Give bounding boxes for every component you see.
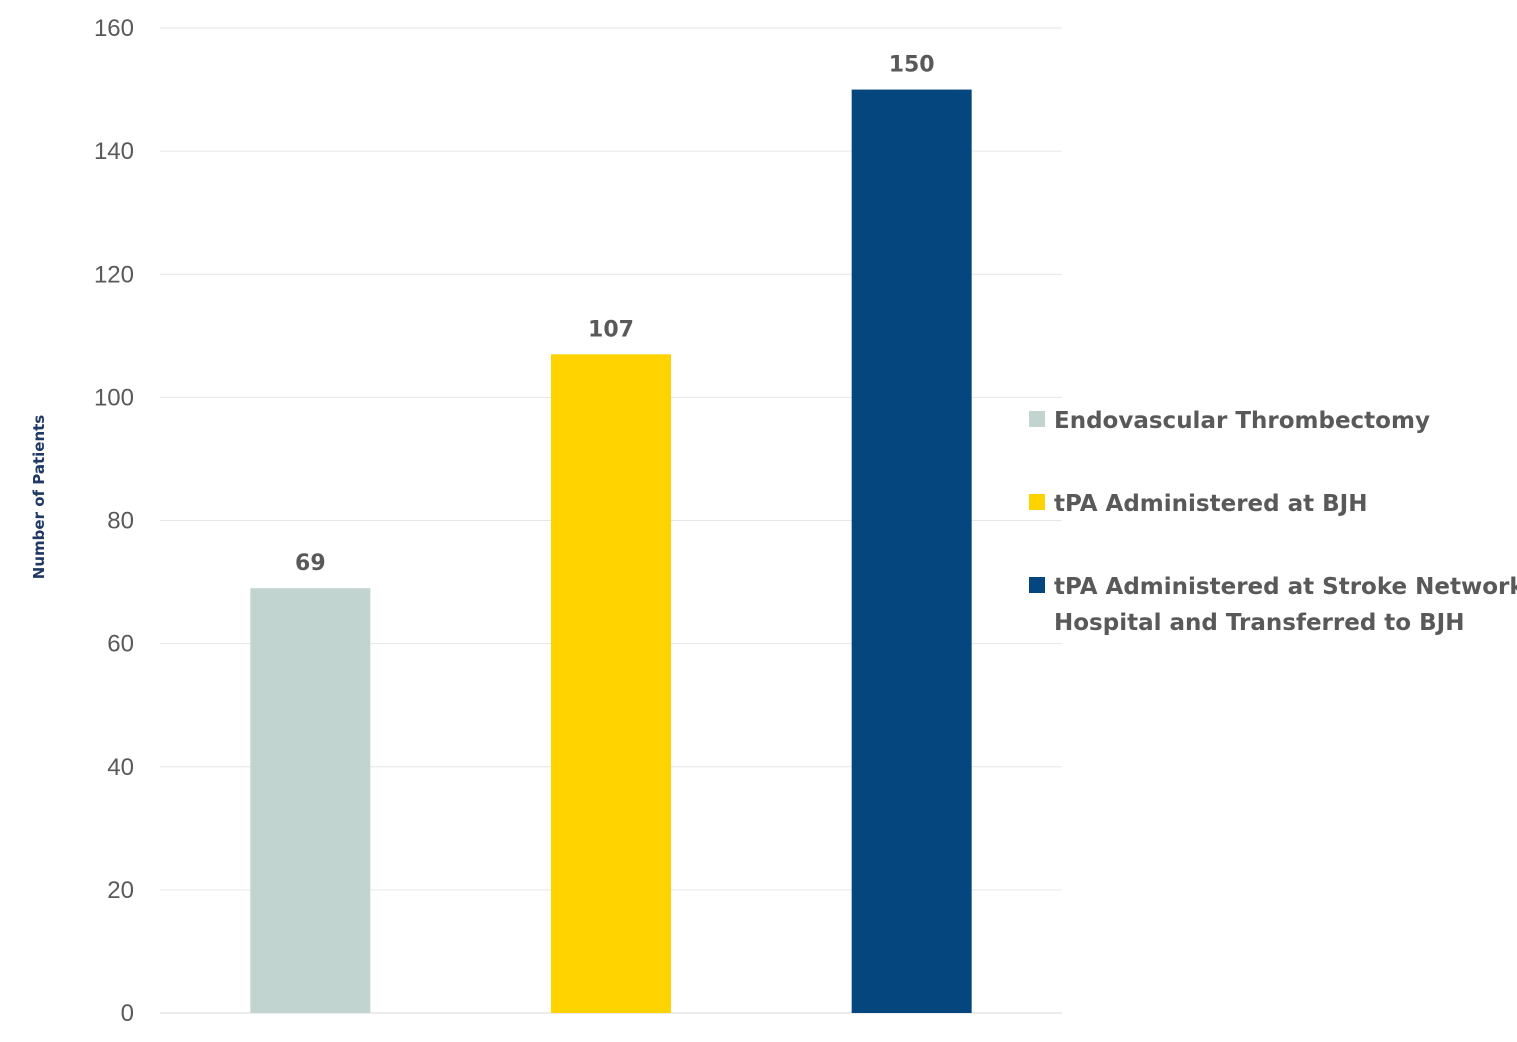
y-tick-label: 0	[121, 1000, 134, 1027]
legend-swatch	[1029, 411, 1045, 427]
legend-label: tPA Administered at BJH	[1054, 491, 1367, 517]
data-label-2: 107	[588, 317, 634, 342]
legend-item-1: Endovascular Thrombectomy	[1029, 408, 1430, 434]
bars	[250, 89, 972, 1013]
data-label-1: 69	[295, 551, 326, 576]
legend-swatch	[1029, 494, 1045, 510]
bar-1	[250, 588, 371, 1013]
legend-label: Endovascular Thrombectomy	[1054, 408, 1430, 434]
y-tick-label: 40	[107, 754, 134, 781]
legend-swatch	[1029, 577, 1045, 593]
legend-item-3: tPA Administered at Stroke Network Hospit…	[1029, 574, 1517, 636]
y-axis-title: Number of Patients	[30, 415, 48, 579]
y-axis-ticks: 0 20 40 60 80 100 120 140 160	[94, 15, 134, 1027]
bar-3	[851, 89, 972, 1013]
y-tick-label: 20	[107, 877, 134, 904]
bar-2	[551, 354, 671, 1013]
data-labels: 69 107 150	[295, 53, 935, 577]
legend-label: tPA Administered at Stroke Network	[1054, 574, 1517, 600]
y-tick-label: 160	[94, 15, 134, 42]
y-tick-label: 80	[107, 508, 134, 535]
y-tick-label: 140	[94, 138, 134, 165]
y-tick-label: 100	[94, 384, 134, 411]
data-label-3: 150	[889, 53, 935, 78]
legend-item-2: tPA Administered at BJH	[1029, 491, 1367, 517]
legend-label: Hospital and Transferred to BJH	[1054, 610, 1464, 636]
y-tick-label: 120	[94, 261, 134, 288]
y-tick-label: 60	[107, 631, 134, 658]
legend: Endovascular Thrombectomy tPA Administere…	[1029, 408, 1517, 636]
